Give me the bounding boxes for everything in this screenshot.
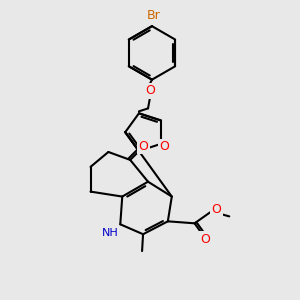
Text: NH: NH <box>102 228 119 238</box>
Text: Br: Br <box>147 9 161 22</box>
Text: O: O <box>200 233 210 246</box>
Text: O: O <box>159 140 169 153</box>
Text: O: O <box>145 84 155 97</box>
Text: O: O <box>212 203 221 216</box>
Text: O: O <box>138 140 148 152</box>
